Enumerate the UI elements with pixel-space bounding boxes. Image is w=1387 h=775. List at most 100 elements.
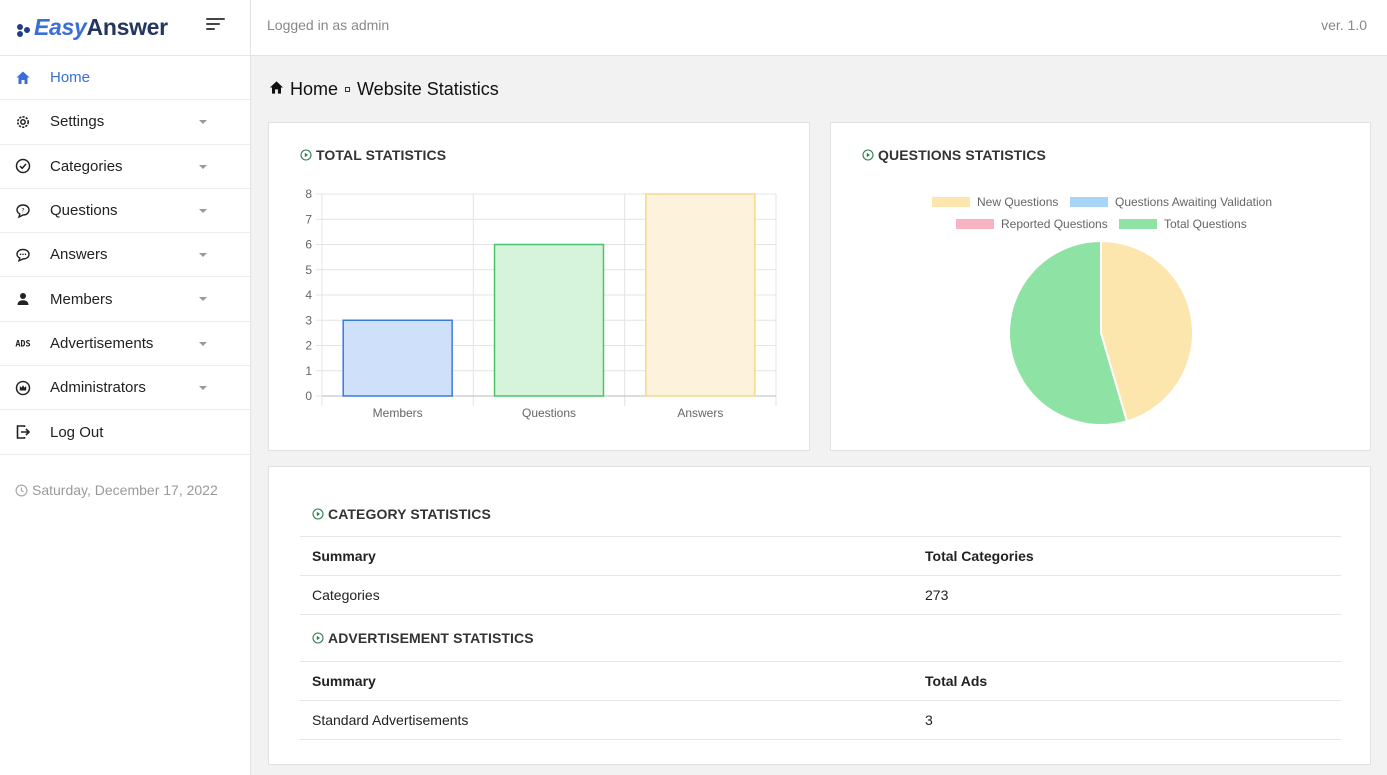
sidebar-item-categories[interactable]: Categories (0, 145, 250, 189)
advertisement-statistics-title: ADVERTISEMENT STATISTICS (328, 630, 534, 646)
table-header-row: Summary Total Ads (300, 661, 1341, 701)
logo-icon (16, 21, 32, 37)
category-statistics-title: CATEGORY STATISTICS (328, 506, 491, 522)
svg-text:ADS: ADS (15, 340, 30, 350)
card-title: ADVERTISEMENT STATISTICS (312, 630, 534, 646)
chevron-down-icon (199, 253, 207, 258)
person-icon (14, 290, 32, 308)
table-header-cell: Summary (300, 661, 913, 701)
table-row: Standard Advertisements 3 (300, 700, 1341, 740)
sidebar-item-administrators[interactable]: Administrators (0, 366, 250, 411)
advertisement-statistics-table: Summary Total Ads Standard Advertisement… (300, 661, 1341, 740)
y-tick-label: 4 (305, 288, 312, 302)
sidebar-item-label: Log Out (50, 423, 104, 441)
chevron-down-icon (199, 164, 207, 169)
legend-swatch (1119, 219, 1157, 229)
y-tick-label: 5 (305, 263, 312, 277)
home-icon (14, 69, 32, 87)
sidebar-item-settings[interactable]: Settings (0, 100, 250, 145)
y-tick-label: 8 (305, 187, 312, 201)
legend-label: New Questions (977, 195, 1059, 209)
play-circle-icon (300, 149, 312, 161)
table-cell: Categories (300, 575, 913, 615)
sidebar-item-label: Questions (50, 202, 118, 220)
table-cell: 3 (913, 700, 1341, 740)
legend-item-total-questions[interactable]: Total Questions (1119, 217, 1247, 231)
card-title: QUESTIONS STATISTICS (862, 147, 1046, 163)
svg-text:?: ? (21, 207, 24, 214)
sidebar-nav: Home Settings Categories ? Questions (0, 56, 250, 455)
menu-toggle-icon[interactable] (206, 17, 226, 33)
sidebar-item-label: Answers (50, 246, 108, 264)
admin-badge-icon (14, 379, 32, 397)
chevron-down-icon (199, 386, 207, 391)
sidebar-item-questions[interactable]: ? Questions (0, 189, 250, 234)
play-circle-icon (312, 632, 324, 644)
legend-label: Questions Awaiting Validation (1115, 195, 1272, 209)
table-header-cell: Total Categories (913, 536, 1341, 576)
chevron-down-icon (199, 341, 207, 346)
legend-swatch (956, 219, 994, 229)
check-circle-icon (14, 157, 32, 175)
play-circle-icon (312, 508, 324, 520)
bar-questions (493, 243, 605, 397)
legend-label: Total Questions (1164, 217, 1247, 231)
chevron-down-icon (199, 297, 207, 302)
sidebar-item-label: Members (50, 290, 113, 308)
brand-name-part1: Easy (34, 14, 87, 40)
legend-swatch (1070, 197, 1108, 207)
breadcrumb-home[interactable]: Home (290, 79, 339, 99)
total-statistics-title: TOTAL STATISTICS (316, 147, 447, 163)
logged-in-user: Logged in as admin (267, 17, 390, 33)
gear-icon (14, 113, 32, 131)
chat-bubble-icon (14, 246, 32, 264)
app-version: ver. 1.0 (1321, 17, 1367, 33)
sidebar-item-advertisements[interactable]: ADS Advertisements (0, 322, 250, 367)
card-title: TOTAL STATISTICS (300, 147, 446, 163)
sidebar-item-members[interactable]: Members (0, 277, 250, 322)
legend-swatch (932, 197, 970, 207)
sidebar-item-home[interactable]: Home (0, 56, 250, 101)
questions-statistics-title: QUESTIONS STATISTICS (878, 147, 1046, 163)
breadcrumb: Home Website Statistics (269, 79, 499, 100)
legend-item-new-questions[interactable]: New Questions (932, 195, 1058, 209)
y-tick-label: 1 (305, 364, 312, 378)
breadcrumb-current: Website Statistics (357, 79, 499, 99)
pie-slice-total-questions[interactable] (1008, 239, 1129, 426)
chevron-down-icon (199, 120, 207, 125)
sidebar-item-label: Settings (50, 113, 105, 131)
table-header-cell: Summary (300, 536, 913, 576)
breadcrumb-separator (345, 87, 351, 92)
sidebar-item-label: Categories (50, 157, 123, 175)
questions-statistics-pie-chart (1008, 239, 1194, 426)
x-tick-label: Questions (522, 406, 576, 420)
y-tick-label: 2 (305, 339, 312, 353)
current-date: Saturday, December 17, 2022 (15, 482, 218, 498)
topbar: Logged in as admin ver. 1.0 (251, 0, 1387, 56)
brand-logo[interactable]: Easy Answer (0, 0, 250, 56)
category-statistics-table: Summary Total Categories Categories 273 (300, 536, 1341, 615)
clock-icon (15, 484, 28, 496)
legend-item-reported-questions[interactable]: Reported Questions (956, 217, 1108, 231)
total-statistics-bar-chart: 0 1 2 3 4 5 6 7 8 Members Questions Answers (305, 187, 777, 420)
table-header-row: Summary Total Categories (300, 536, 1341, 576)
legend-label: Reported Questions (1001, 217, 1108, 231)
total-statistics-card: TOTAL STATISTICS 0 1 2 3 4 5 6 7 8 Members Questio… (268, 122, 810, 451)
brand-name-part2: Answer (86, 14, 169, 40)
y-tick-label: 7 (305, 212, 312, 226)
pie-slice-new-questions[interactable] (1100, 239, 1194, 423)
bar-members (342, 319, 453, 397)
ads-icon: ADS (14, 334, 32, 352)
legend-item-awaiting-validation[interactable]: Questions Awaiting Validation (1070, 195, 1272, 209)
table-cell: 273 (913, 575, 1341, 615)
y-tick-label: 3 (305, 313, 312, 327)
x-tick-label: Members (373, 406, 423, 420)
y-tick-label: 0 (305, 389, 312, 403)
sidebar-item-label: Administrators (50, 379, 146, 397)
home-icon[interactable] (269, 79, 284, 100)
sidebar-item-label: Home (50, 69, 91, 87)
sidebar-item-answers[interactable]: Answers (0, 233, 250, 278)
table-row: Categories 273 (300, 575, 1341, 615)
card-title: CATEGORY STATISTICS (312, 506, 491, 522)
sidebar-item-logout[interactable]: Log Out (0, 410, 250, 455)
